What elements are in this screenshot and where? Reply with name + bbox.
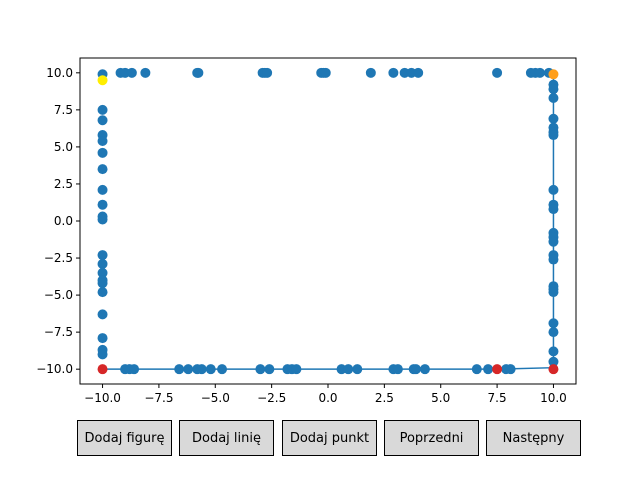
data-point <box>548 254 559 265</box>
data-point <box>97 135 108 146</box>
x-tick-label: 5.0 <box>431 391 450 405</box>
data-point <box>97 349 108 360</box>
add-point-button[interactable]: Dodaj punkt <box>282 420 377 456</box>
data-point <box>129 364 140 375</box>
data-point <box>174 364 185 375</box>
highlighted-points-layer <box>97 69 559 375</box>
previous-button[interactable]: Poprzedni <box>384 420 479 456</box>
data-point <box>97 258 108 269</box>
data-point <box>97 267 108 278</box>
data-point <box>492 67 503 78</box>
y-tick-label: 7.5 <box>54 103 73 117</box>
data-point <box>97 309 108 320</box>
data-point <box>183 364 194 375</box>
next-button[interactable]: Następny <box>486 420 581 456</box>
x-tick-label: −5.0 <box>201 391 230 405</box>
x-tick-label: −2.5 <box>257 391 286 405</box>
data-point <box>196 364 207 375</box>
y-tick-label: 10.0 <box>46 66 73 80</box>
figure-line-layer <box>102 74 555 370</box>
data-point <box>548 327 559 338</box>
data-point <box>410 364 421 375</box>
data-point <box>255 364 266 375</box>
add-figure-button[interactable]: Dodaj figurę <box>77 420 172 456</box>
y-tick-label: 0.0 <box>54 214 73 228</box>
x-tick-label: −7.5 <box>144 391 173 405</box>
data-point <box>140 67 151 78</box>
figure-line <box>102 74 555 370</box>
x-tick-label: 10.0 <box>540 391 567 405</box>
data-point <box>97 287 108 298</box>
data-point <box>97 250 108 261</box>
data-point <box>388 67 399 78</box>
data-point <box>548 346 559 357</box>
data-point <box>413 67 424 78</box>
highlighted-point <box>492 364 503 375</box>
data-point <box>505 364 516 375</box>
data-point <box>548 287 559 298</box>
data-point <box>97 104 108 115</box>
y-tick-label: 5.0 <box>54 140 73 154</box>
y-tick-label: 2.5 <box>54 177 73 191</box>
x-tick-label: 7.5 <box>488 391 507 405</box>
add-line-button[interactable]: Dodaj linię <box>179 420 274 456</box>
y-tick-label: −7.5 <box>44 325 73 339</box>
highlighted-point <box>548 364 559 375</box>
data-point <box>97 184 108 195</box>
data-point <box>97 333 108 344</box>
data-point <box>471 364 482 375</box>
data-point <box>548 113 559 124</box>
data-point <box>548 84 559 95</box>
highlighted-point <box>548 69 559 80</box>
data-point <box>548 236 559 247</box>
x-tick-label: 2.5 <box>375 391 394 405</box>
data-point <box>126 67 137 78</box>
data-point <box>291 364 302 375</box>
data-point <box>534 67 545 78</box>
data-point <box>548 184 559 195</box>
data-point <box>97 214 108 225</box>
data-point <box>97 199 108 210</box>
points-layer <box>97 67 559 375</box>
y-tick-label: −10.0 <box>36 362 73 376</box>
highlighted-point <box>97 75 108 86</box>
data-point <box>548 93 559 104</box>
data-point <box>548 356 559 367</box>
x-tick-label: 0.0 <box>318 391 337 405</box>
data-point <box>97 278 108 289</box>
y-tick-label: −2.5 <box>44 251 73 265</box>
data-point <box>483 364 494 375</box>
data-point <box>352 364 363 375</box>
data-point <box>548 204 559 215</box>
data-point <box>320 67 331 78</box>
highlighted-point <box>97 364 108 375</box>
data-point <box>205 364 216 375</box>
x-tick-label: −10.0 <box>84 391 121 405</box>
data-point <box>548 318 559 329</box>
data-point <box>343 364 354 375</box>
data-point <box>419 364 430 375</box>
data-point <box>97 164 108 175</box>
data-point <box>264 364 275 375</box>
data-point <box>262 67 273 78</box>
data-point <box>97 115 108 126</box>
plot-frame <box>79 57 577 385</box>
data-point <box>217 364 228 375</box>
data-point <box>392 364 403 375</box>
data-point <box>365 67 376 78</box>
data-point <box>193 67 204 78</box>
y-axis-ticks: −10.0 −7.5 −5.0 −2.5 0.0 2.5 5.0 7.5 10.0 <box>36 66 80 376</box>
x-axis-ticks: −10.0 −7.5 −5.0 −2.5 0.0 2.5 5.0 7.5 10.0 <box>84 384 567 405</box>
data-point <box>97 147 108 158</box>
data-point <box>548 130 559 141</box>
y-tick-label: −5.0 <box>44 288 73 302</box>
